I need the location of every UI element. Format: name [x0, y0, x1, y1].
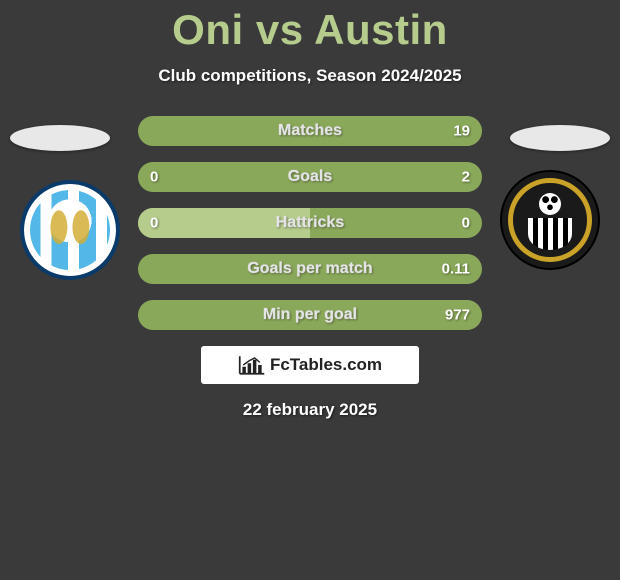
stat-label: Goals per match: [247, 260, 372, 278]
stat-label: Matches: [278, 122, 342, 140]
watermark-text: FcTables.com: [270, 355, 382, 375]
page-title: Oni vs Austin: [0, 0, 620, 54]
player-left-photo-placeholder: [10, 125, 110, 151]
stat-label: Hattricks: [276, 214, 344, 232]
subtitle: Club competitions, Season 2024/2025: [0, 66, 620, 86]
stat-label: Goals: [288, 168, 332, 186]
stat-row-hattricks: 0 Hattricks 0: [138, 208, 482, 238]
stat-right-value: 977: [445, 307, 470, 324]
stat-right-value: 2: [462, 169, 470, 186]
bar-chart-icon: [238, 354, 266, 376]
club-badge-right: [500, 170, 600, 270]
club-badge-left: [20, 180, 120, 280]
player-right-photo-placeholder: [510, 125, 610, 151]
stat-row-mpg: Min per goal 977: [138, 300, 482, 330]
stat-right-value: 19: [453, 123, 470, 140]
stat-label: Min per goal: [263, 306, 357, 324]
stat-left-value: 0: [150, 215, 158, 232]
stats-comparison: Matches 19 0 Goals 2 0 Hattricks 0 Goals per mat…: [138, 116, 482, 330]
date-text: 22 february 2025: [0, 400, 620, 420]
stat-right-value: 0: [462, 215, 470, 232]
stat-row-goals: 0 Goals 2: [138, 162, 482, 192]
watermark: FcTables.com: [201, 346, 419, 384]
stat-row-gpm: Goals per match 0.11: [138, 254, 482, 284]
stat-right-value: 0.11: [442, 261, 470, 278]
stat-row-matches: Matches 19: [138, 116, 482, 146]
stat-left-value: 0: [150, 169, 158, 186]
